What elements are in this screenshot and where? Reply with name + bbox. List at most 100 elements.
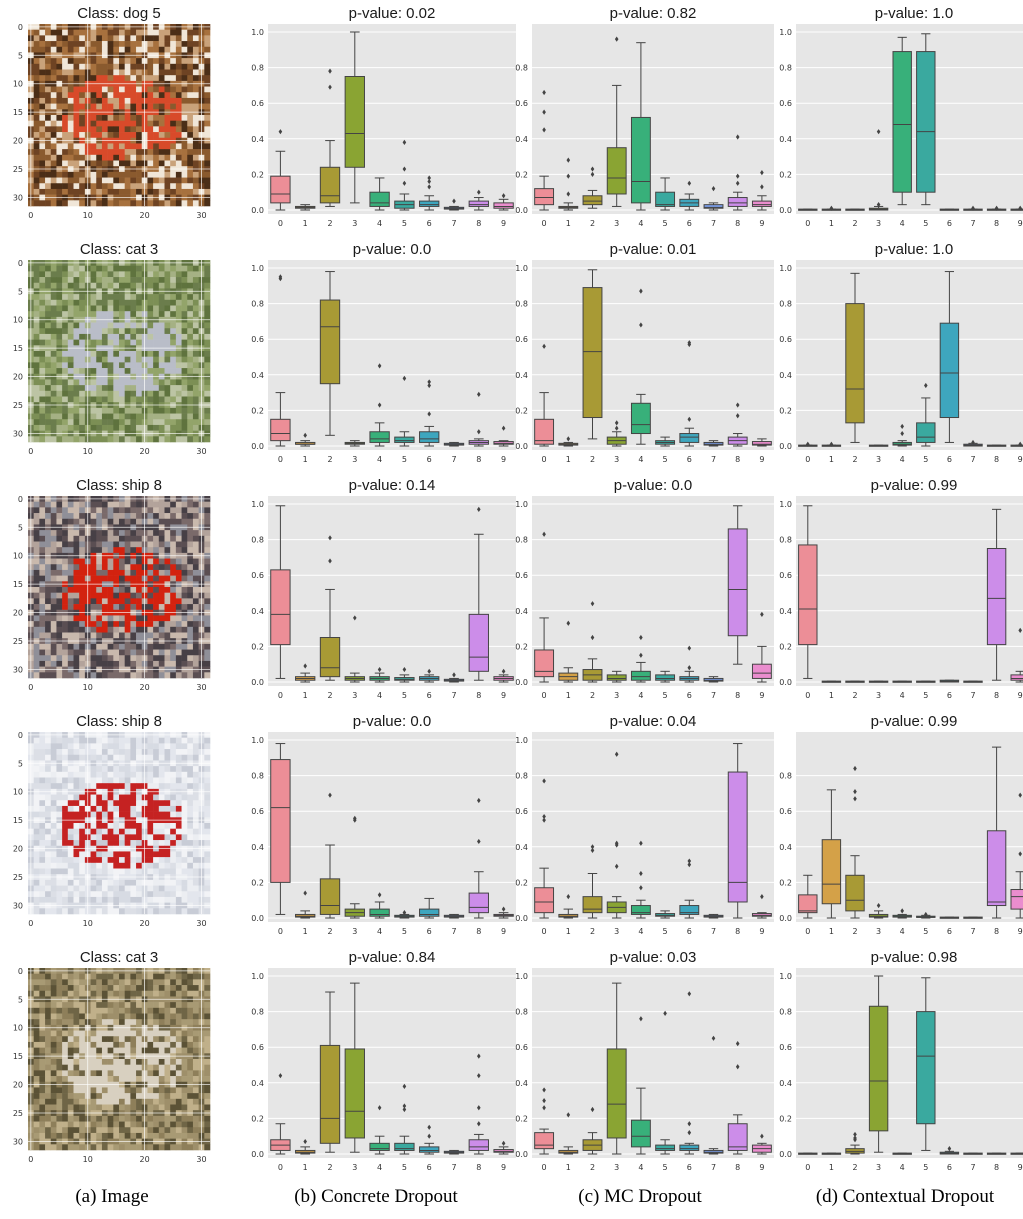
x-tick-label: 4 [638, 1163, 643, 1172]
outlier-point [328, 84, 332, 90]
iqr-box [655, 191, 676, 207]
outlier-point [735, 180, 740, 186]
outlier-point [427, 411, 431, 417]
y-tick-label: 1.0 [779, 264, 792, 273]
iqr-box [727, 197, 748, 207]
box-class-2 [582, 269, 603, 440]
x-tick-label: 7 [711, 927, 716, 936]
y-tick-label: 0.8 [251, 1008, 264, 1017]
plot-background [268, 968, 516, 1158]
box-class-3 [344, 615, 365, 683]
x-tick-label: 1 [566, 927, 571, 936]
x-tick-label: 1 [566, 219, 571, 228]
outlier-point [1018, 441, 1022, 447]
outlier-point [639, 634, 643, 641]
x-tick-label: 7 [451, 691, 456, 700]
box-class-6 [419, 897, 440, 919]
iqr-box [606, 674, 627, 681]
outlier-point [303, 663, 307, 669]
x-tick-label: 1 [303, 927, 308, 936]
box-class-4 [369, 892, 390, 919]
y-tick-label: 0.0 [515, 442, 528, 451]
y-tick-label: 0.4 [515, 607, 528, 616]
box-class-1 [558, 157, 579, 211]
x-tick-label: 1 [303, 455, 308, 464]
x-tick-label: 3 [876, 219, 881, 228]
box-plot-panel: p-value: 0.99 0.0 0.2 0.4 0.6 0.8 0 1 2 3 4 5 6 7 8 9 [779, 713, 1023, 936]
image-y-tick-label: 15 [13, 344, 23, 353]
y-tick-label: 0.2 [779, 878, 792, 887]
panel-title: p-value: 0.99 [871, 713, 958, 730]
box-plot-panel: p-value: 0.03 0.0 0.2 0.4 0.6 0.8 1.0 0 1 2 3 4 5 6 7 8… [515, 949, 774, 1172]
box-class-7 [963, 1152, 983, 1155]
plot-background [532, 24, 774, 214]
outlier-point [806, 441, 810, 447]
iqr-box [468, 892, 489, 914]
x-tick-label: 5 [402, 927, 407, 936]
outlier-point [853, 796, 857, 802]
outlier-point [566, 620, 571, 626]
outlier-point [853, 765, 857, 772]
box-class-8 [468, 506, 489, 681]
box-class-9 [751, 1133, 772, 1155]
x-tick-label: 1 [829, 691, 834, 700]
x-tick-label: 5 [923, 927, 928, 936]
panel-title: p-value: 0.14 [349, 477, 436, 494]
outlier-point [663, 1010, 667, 1016]
box-class-3 [606, 670, 627, 683]
iqr-box [751, 441, 772, 446]
panel-title: p-value: 0.82 [610, 5, 697, 22]
iqr-box [986, 548, 1007, 646]
y-tick-label: 0.2 [251, 1114, 264, 1123]
outlier-point [639, 652, 643, 658]
box-class-9 [1010, 441, 1023, 447]
box-class-5 [916, 382, 936, 447]
x-tick-label: 1 [303, 691, 308, 700]
outlier-point [477, 1121, 481, 1127]
x-tick-label: 3 [352, 927, 357, 936]
iqr-box [845, 874, 865, 912]
outlier-point [452, 672, 456, 678]
box-class-2 [319, 535, 341, 681]
image-y-tick-label: 10 [13, 1024, 23, 1033]
outlier-point [590, 844, 595, 850]
outlier-point [924, 911, 928, 918]
outlier-point [303, 1138, 307, 1145]
box-class-6 [679, 340, 700, 447]
box-class-6 [939, 679, 960, 683]
box-class-7 [443, 198, 465, 211]
x-tick-label: 6 [947, 1163, 952, 1172]
box-class-7 [703, 186, 724, 211]
outlier-point [876, 902, 881, 909]
outlier-point [829, 441, 834, 447]
image-y-tick-label: 20 [13, 373, 23, 382]
outlier-point [328, 558, 332, 564]
x-tick-label: 1 [829, 219, 834, 228]
x-tick-label: 2 [852, 927, 857, 936]
box-class-0 [798, 1152, 818, 1155]
x-tick-label: 0 [542, 455, 547, 464]
outlier-point [1018, 851, 1022, 857]
x-tick-label: 7 [970, 455, 975, 464]
image-x-tick-label: 0 [28, 211, 33, 220]
outlier-point [760, 170, 764, 176]
x-tick-label: 8 [476, 1163, 481, 1172]
iqr-box [493, 202, 514, 209]
x-tick-label: 9 [501, 219, 506, 228]
outlier-point [687, 862, 692, 868]
x-tick-label: 5 [663, 455, 668, 464]
outlier-point [542, 109, 546, 115]
box-class-8 [986, 508, 1007, 681]
iqr-box [344, 1048, 365, 1139]
x-tick-label: 9 [759, 691, 764, 700]
box-class-3 [606, 751, 627, 919]
outlier-point [278, 129, 283, 135]
image-x-tick-label: 30 [196, 683, 206, 692]
outlier-point [687, 340, 692, 346]
box-class-1 [558, 620, 579, 683]
outlier-point [566, 436, 571, 442]
box-class-4 [630, 840, 651, 919]
y-tick-label: 0.8 [779, 1008, 792, 1017]
image-panel: Class: cat 3 0 10 20 30 0 5 10 15 20 25 30 [13, 949, 211, 1164]
y-tick-label: 0.2 [779, 170, 792, 179]
